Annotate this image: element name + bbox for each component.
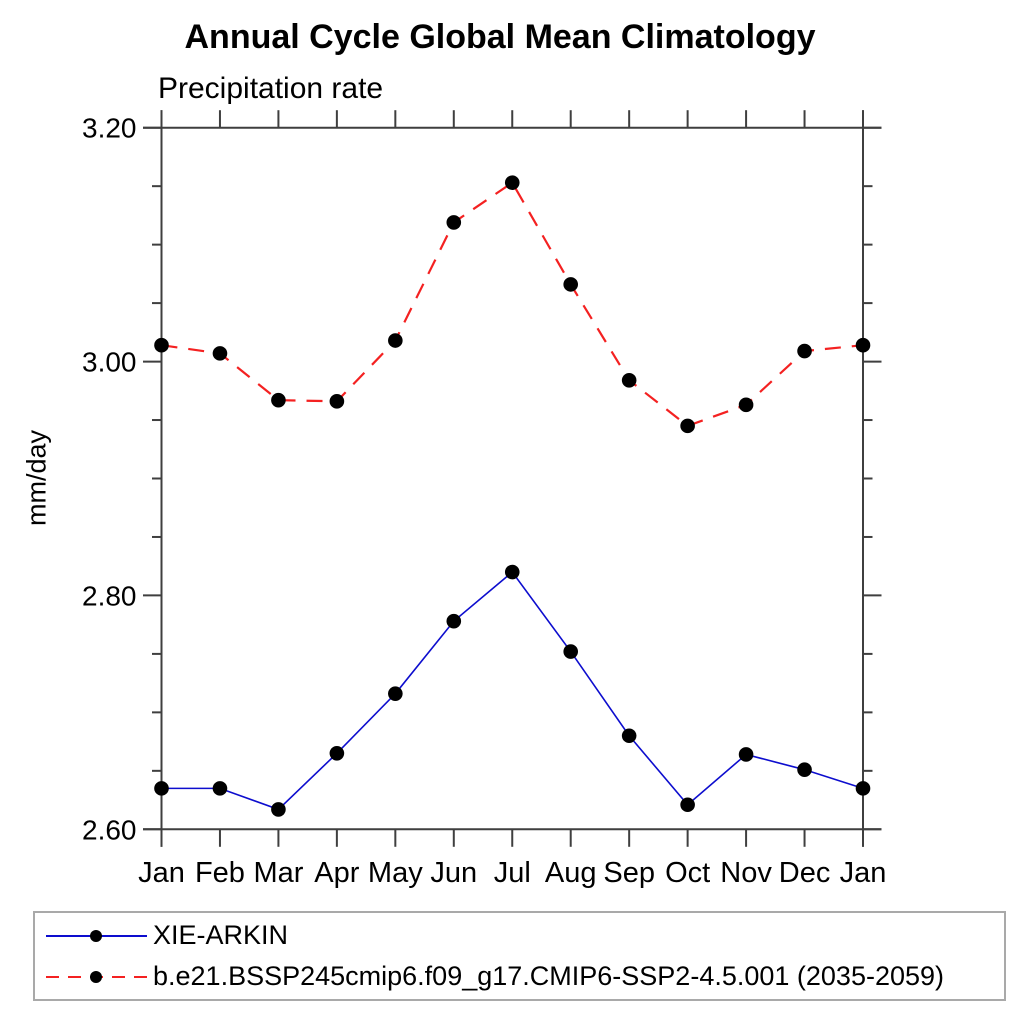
data-point-series0-jan0 [154, 781, 169, 796]
data-point-series1-sep8 [621, 372, 637, 388]
x-tick-label: May [368, 857, 423, 889]
legend-label: XIE-ARKIN [153, 920, 289, 950]
series-line-0 [161, 570, 864, 811]
data-point-series1-jul6 [504, 175, 520, 190]
legend-marker-dashed-line-icon [46, 970, 147, 983]
legend-marker-solid-line-icon [46, 929, 147, 942]
legend: XIE-ARKIN b.e21.BSSP245cmip6.f09_g17.CMI… [33, 911, 1006, 1001]
legend-item-xie-arkin: XIE-ARKIN [40, 915, 1004, 956]
data-point-series0-mar2 [271, 802, 286, 817]
chart-title: Annual Cycle Global Mean Climatology [184, 18, 816, 56]
y-tick-label: 2.80 [82, 580, 137, 611]
legend-item-model: b.e21.BSSP245cmip6.f09_g17.CMIP6-SSP2-4.… [40, 956, 1004, 997]
data-point-series0-dec11 [797, 762, 812, 777]
x-tick-label: Feb [195, 857, 245, 889]
data-point-series0-oct9 [680, 797, 695, 813]
x-tick-label: Sep [603, 857, 655, 889]
x-tick-label: Dec [779, 857, 831, 889]
data-point-series0-jan12 [855, 781, 871, 796]
plot-area: 2.60 2.80 3.00 3.20 Jan Feb Mar Apr May Jun Jul Aug… [82, 110, 887, 889]
data-point-series0-feb1 [212, 781, 228, 796]
x-tick-label: Jul [494, 857, 531, 889]
data-point-series0-apr3 [329, 745, 345, 761]
data-point-series0-jul6 [504, 564, 520, 580]
data-point-series1-may4 [388, 333, 403, 348]
y-tick-label: 3.20 [82, 113, 137, 144]
x-tick-label: Jun [430, 857, 477, 889]
data-point-series0-aug7 [563, 644, 579, 659]
y-tick-label: 2.60 [82, 814, 137, 845]
x-tick-label: Jan [840, 857, 887, 889]
data-point-series1-jan12 [855, 337, 871, 353]
y-tick-label: 3.00 [82, 347, 137, 378]
x-tick-label: Nov [720, 857, 772, 889]
data-point-series0-jun5 [446, 613, 462, 629]
data-point-series0-may4 [388, 686, 403, 701]
x-tick-label: Aug [545, 857, 597, 889]
chart-subtitle: Precipitation rate [158, 72, 384, 105]
data-point-series0-nov10 [738, 747, 754, 762]
series-line-1 [161, 181, 864, 428]
x-tick-label: Jan [138, 857, 185, 889]
legend-label: b.e21.BSSP245cmip6.f09_g17.CMIP6-SSP2-4.… [153, 961, 945, 991]
data-point-series1-aug7 [563, 277, 579, 292]
data-point-series1-oct9 [680, 418, 695, 434]
x-tick-label: Oct [665, 857, 710, 889]
data-point-series1-jun5 [446, 215, 462, 230]
data-point-series1-feb1 [212, 346, 228, 361]
data-point-series1-apr3 [329, 394, 345, 409]
x-tick-label: Mar [253, 857, 303, 889]
x-tick-label: Apr [314, 857, 359, 889]
data-point-series1-mar2 [271, 392, 286, 408]
data-point-series0-sep8 [621, 728, 637, 744]
data-point-series1-jan0 [154, 337, 169, 353]
data-point-series1-nov10 [738, 397, 754, 413]
data-point-series1-dec11 [797, 343, 812, 359]
